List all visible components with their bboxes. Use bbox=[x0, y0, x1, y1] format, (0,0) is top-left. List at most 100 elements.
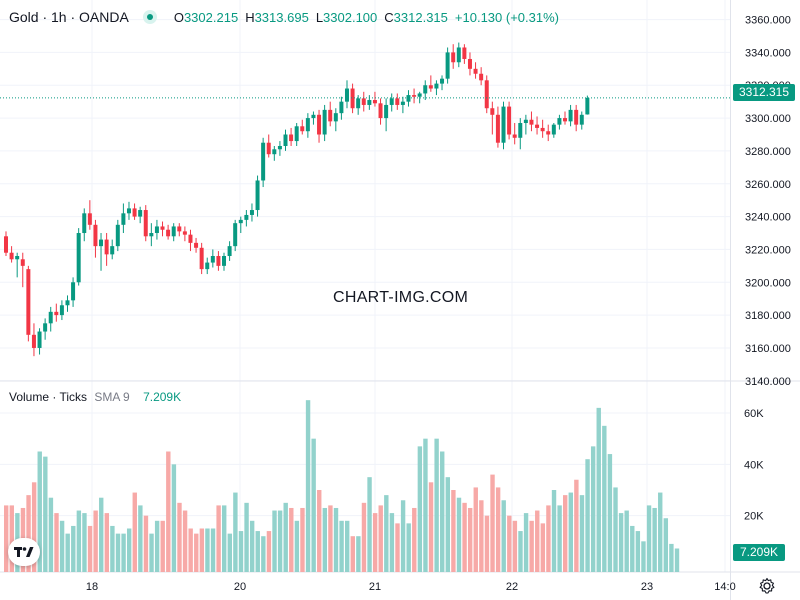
volume-bar bbox=[551, 490, 557, 572]
volume-bar bbox=[490, 474, 495, 572]
candle bbox=[518, 118, 523, 150]
candle bbox=[104, 233, 109, 266]
candle bbox=[361, 91, 366, 112]
candle-body bbox=[434, 83, 439, 89]
price-axis: 3360.0003340.0003320.0003300.0003280.000… bbox=[744, 15, 791, 523]
volume-bar bbox=[227, 533, 232, 572]
volume-bar bbox=[294, 520, 300, 572]
candle-body bbox=[389, 98, 394, 105]
volume-title[interactable]: Volume · Ticks bbox=[9, 390, 88, 404]
volume-bar bbox=[76, 510, 82, 572]
candle-body bbox=[244, 214, 249, 220]
symbol-title[interactable]: Gold · 1h · OANDA bbox=[9, 9, 129, 25]
candle-body bbox=[76, 233, 81, 283]
volume-bar bbox=[149, 533, 154, 572]
candle-body bbox=[395, 98, 400, 105]
candle-body bbox=[467, 58, 472, 69]
candle bbox=[333, 108, 338, 132]
candle bbox=[540, 119, 545, 138]
candle bbox=[406, 90, 411, 107]
volume-bar bbox=[367, 477, 372, 572]
candle bbox=[294, 123, 299, 146]
volume-bar bbox=[93, 510, 98, 572]
volume-bar bbox=[613, 487, 618, 572]
volume-bar bbox=[462, 502, 467, 572]
candle-body bbox=[289, 134, 294, 142]
tradingview-logo-icon[interactable] bbox=[8, 538, 40, 566]
market-status-icon[interactable] bbox=[142, 10, 157, 24]
volume-bar bbox=[372, 513, 378, 572]
volume-bar bbox=[244, 502, 249, 572]
candle bbox=[367, 95, 372, 110]
close-label: C bbox=[384, 9, 394, 25]
candle bbox=[434, 80, 439, 96]
candle-body bbox=[412, 95, 417, 97]
candle-body bbox=[54, 311, 59, 316]
candle-body bbox=[48, 311, 53, 324]
volume-bar bbox=[138, 505, 143, 572]
volume-tick-label: 20K bbox=[744, 511, 764, 523]
candle-body bbox=[138, 210, 143, 217]
gear-icon[interactable] bbox=[757, 576, 777, 596]
volume-bar bbox=[590, 446, 596, 572]
volume-bar bbox=[31, 482, 37, 572]
candle bbox=[255, 175, 260, 217]
candle bbox=[238, 216, 243, 234]
candle bbox=[412, 88, 417, 104]
candle-body bbox=[272, 149, 277, 155]
candle-body bbox=[574, 109, 579, 125]
candle-body bbox=[149, 233, 154, 237]
time-tick-label: 23 bbox=[641, 581, 653, 593]
volume-bar bbox=[222, 505, 227, 572]
candle-body bbox=[37, 331, 42, 348]
candle-body bbox=[233, 223, 238, 247]
candle bbox=[305, 113, 310, 138]
volume-bar bbox=[65, 533, 70, 572]
candle-body bbox=[451, 52, 456, 63]
volume-bar bbox=[132, 492, 137, 572]
candle bbox=[182, 226, 187, 242]
candle bbox=[110, 239, 115, 260]
candle bbox=[462, 44, 467, 64]
candle-body bbox=[445, 52, 450, 79]
candle-body bbox=[585, 97, 590, 115]
candle-body bbox=[456, 47, 461, 63]
last-volume-tag: 7.209K bbox=[733, 544, 785, 561]
volume-bar bbox=[361, 502, 367, 572]
candle bbox=[317, 109, 322, 143]
candle-body bbox=[356, 98, 361, 109]
volume-bar bbox=[283, 502, 288, 572]
candle-body bbox=[110, 246, 115, 255]
candle bbox=[535, 116, 540, 135]
candle-body bbox=[495, 114, 500, 143]
candle-body bbox=[428, 85, 433, 89]
candle-body bbox=[551, 124, 556, 135]
candle bbox=[15, 252, 20, 278]
volume-bar bbox=[641, 541, 646, 572]
volume-bar bbox=[154, 520, 160, 572]
volume-bar bbox=[607, 454, 613, 572]
candle-body bbox=[333, 113, 338, 122]
volume-bar bbox=[596, 407, 601, 572]
candle-body bbox=[507, 106, 512, 135]
candle-body bbox=[4, 236, 8, 253]
candle-body bbox=[440, 78, 445, 84]
candle-body bbox=[484, 80, 489, 109]
candle-body bbox=[417, 93, 422, 97]
volume-bar bbox=[557, 505, 562, 572]
candle bbox=[233, 219, 238, 252]
volume-bar bbox=[523, 513, 529, 572]
volume-bar bbox=[87, 525, 93, 572]
price-tick-label: 3300.000 bbox=[745, 113, 791, 125]
time-tick-label: 21 bbox=[369, 581, 381, 593]
volume-bar bbox=[484, 515, 490, 572]
volume-bar bbox=[43, 456, 48, 572]
candle bbox=[249, 203, 254, 222]
candle-body bbox=[350, 88, 355, 109]
volume-bar bbox=[512, 520, 518, 572]
candle bbox=[87, 200, 92, 230]
candle-body bbox=[115, 224, 120, 247]
volume-bar bbox=[378, 505, 383, 572]
volume-bar bbox=[412, 507, 417, 572]
